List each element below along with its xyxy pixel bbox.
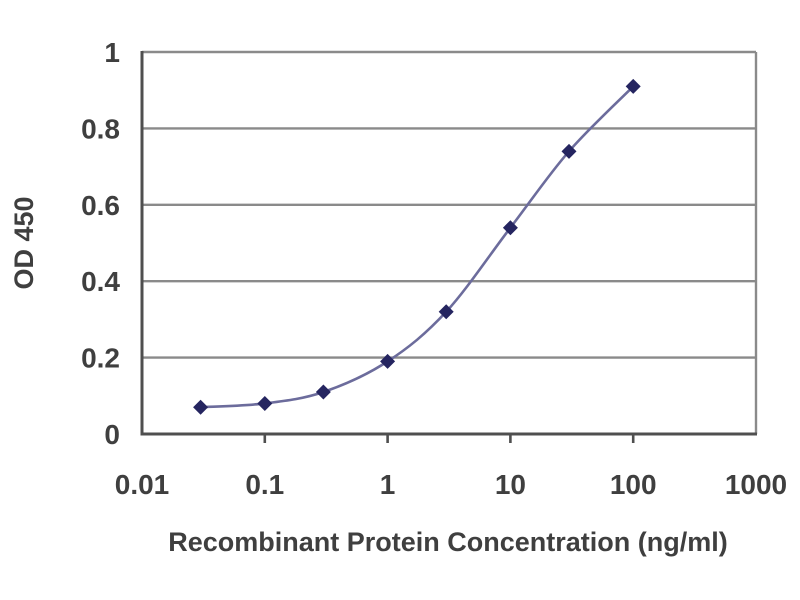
x-tick-label: 100 [610,469,657,500]
x-tick-label: 10 [495,469,526,500]
data-point-marker [438,304,454,320]
data-point-marker [315,384,331,400]
x-tick-label: 0.1 [245,469,284,500]
y-tick-label: 0.2 [81,343,120,374]
y-tick-label: 0.4 [81,266,120,297]
x-tick-label: 0.01 [115,469,170,500]
tick-labels: 0.01 0.1 1 10 100 1000 0 0.2 0.4 0.6 0.8 1 [81,37,787,500]
x-tick-label: 1 [380,469,396,500]
data-point-marker [380,353,396,369]
gridlines [142,50,758,434]
series-line [200,85,635,409]
y-tick-label: 0.6 [81,190,120,221]
data-point-marker [502,220,518,236]
data-point-marker [193,399,209,415]
data-point-marker [257,395,273,411]
data-point-marker [561,143,577,159]
y-axis-title: OD 450 [9,196,39,289]
data-point-marker [625,78,641,94]
data-series [193,78,641,415]
y-tick-label: 1 [104,37,120,68]
axes [140,51,757,443]
x-tick-label: 1000 [725,469,787,500]
x-axis-title: Recombinant Protein Concentration (ng/ml… [168,527,728,557]
y-tick-label: 0 [104,419,120,450]
y-tick-label: 0.8 [81,113,120,144]
